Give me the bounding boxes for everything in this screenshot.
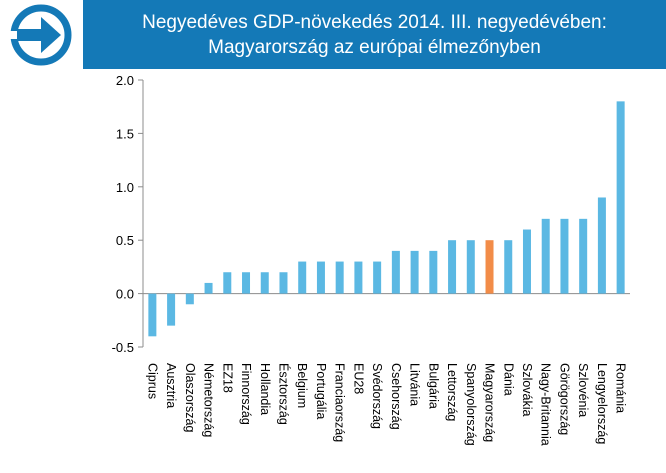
bar-spanyolország (466, 240, 475, 294)
category-label: Lettország (445, 363, 459, 421)
bar-ausztria (167, 293, 176, 326)
category-label: Ciprus (145, 363, 159, 399)
bar-hollandia (260, 272, 269, 294)
bar-ez18 (223, 272, 232, 294)
category-label: Csehország (389, 363, 403, 430)
bar-ciprus (148, 293, 157, 337)
bar-görögország (560, 218, 569, 294)
category-label: Szlovénia (576, 363, 590, 417)
bar-chart: 2.0 1.5 1.0 0.5 0.0 -0.5 Ciprus Ausztria Olaszo… (112, 73, 630, 446)
category-label: EZ18 (220, 363, 234, 393)
category-label: Franciaország (333, 363, 347, 442)
category-label: Németország (202, 363, 216, 437)
category-label: Spanyolország (464, 363, 478, 446)
category-label: Magyarország (483, 363, 497, 442)
bar-észtország (279, 272, 288, 294)
bar-románia (616, 101, 625, 294)
bar-szlovákia (522, 229, 531, 294)
bar-eu28 (354, 261, 363, 294)
bar-franciaország (335, 261, 344, 294)
category-label: Nagy-Britannia (539, 363, 553, 446)
header-banner: Negyedéves GDP-növekedés 2014. III. negy… (0, 0, 666, 69)
category-label: Svédország (370, 363, 384, 429)
logo (0, 0, 83, 69)
bar-nagy-britannia (541, 218, 550, 294)
category-label: Ausztria (164, 363, 178, 408)
category-label: Finnország (239, 363, 253, 425)
y-tick-label: 2.0 (116, 73, 134, 88)
category-label-layer: Ciprus Ausztria Olaszország Németország EZ18… (145, 363, 627, 446)
bar-finnország (242, 272, 251, 294)
category-label: Szlovákia (520, 363, 534, 417)
category-label: Dánia (501, 363, 515, 396)
title-line-2: Magyarország az európai élmezőnyben (208, 36, 541, 58)
category-label: Bulgária (426, 363, 440, 409)
category-label: EU28 (351, 363, 365, 394)
bar-bulgária (429, 250, 438, 294)
bar-svédország (373, 261, 382, 294)
bar-litvánia (410, 250, 419, 294)
category-label: Portugália (314, 363, 328, 419)
bar-belgium (298, 261, 307, 294)
y-tick-label: 1.0 (116, 180, 134, 195)
bar-olaszország (185, 293, 194, 305)
category-label: Románia (614, 363, 628, 413)
category-label: Belgium (295, 363, 309, 408)
y-tick-label: 0.0 (116, 287, 134, 302)
category-label: Görögország (557, 363, 571, 435)
y-tick-label: -0.5 (112, 340, 134, 355)
category-label: Észtország (276, 363, 291, 425)
bar-dánia (504, 240, 513, 294)
category-label: Lengyelország (595, 363, 609, 444)
bar-portugália (316, 261, 325, 294)
category-label: Olaszország (183, 363, 197, 433)
category-label: Litvánia (408, 363, 422, 406)
bar-layer (148, 101, 625, 337)
bar-csehország (391, 250, 400, 294)
y-tick-label: 0.5 (116, 233, 134, 248)
chart-title: Negyedéves GDP-növekedés 2014. III. negy… (83, 0, 666, 69)
arrow-circle-logo-icon (9, 4, 72, 66)
y-tick-label: 1.5 (116, 126, 134, 141)
title-line-1: Negyedéves GDP-növekedés 2014. III. negy… (142, 11, 607, 33)
bar-magyarország (485, 240, 494, 294)
bar-lengyelország (597, 197, 606, 294)
bar-németország (204, 282, 213, 294)
category-label: Hollandia (258, 363, 272, 415)
axis-layer: 2.0 1.5 1.0 0.5 0.0 -0.5 (112, 73, 630, 355)
bar-lettország (448, 240, 457, 294)
bar-szlovénia (579, 218, 588, 294)
